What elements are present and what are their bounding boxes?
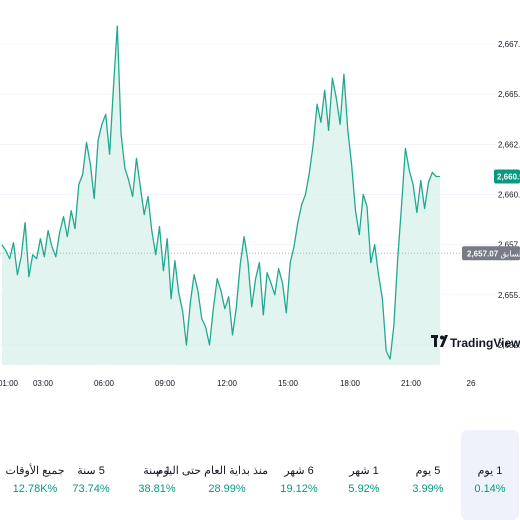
y-tick-label: 2,655.00 (498, 291, 520, 300)
price-axis: 2,667.50 2,665.00 2,662.50 2,660.00 2,657.50… (498, 40, 520, 350)
performance-period-6[interactable]: 1 سنة 38.81% (128, 430, 186, 520)
performance-period-label: 1 شهر (349, 465, 379, 477)
performance-period-4[interactable]: 6 شهر 19.12% (270, 430, 328, 520)
performance-period-value: 19.12% (280, 483, 318, 495)
time-axis: 01:00 03:00 06:00 09:00 12:00 15:00 18:00 21:00… (0, 379, 476, 388)
current-price-tag: 2,660.90 (494, 169, 520, 184)
x-tick-label: 18:00 (340, 379, 361, 388)
performance-period-label: 6 شهر (284, 465, 314, 477)
watermark-text: TradingView (450, 336, 520, 350)
x-tick-label: 26 (467, 379, 476, 388)
current-price-label: 2,660.90 (497, 172, 520, 181)
tradingview-watermark: TradingView (431, 335, 520, 350)
performance-period-label: 5 سنة (77, 465, 105, 477)
performance-period-1[interactable]: 1 يوم 0.14% (461, 430, 519, 520)
x-tick-label: 21:00 (401, 379, 422, 388)
performance-period-label: جميع الأوقات (5, 465, 65, 477)
performance-period-value: 12.78K% (12, 483, 58, 495)
y-tick-label: 2,652.50 (498, 341, 520, 350)
tradingview-logo-icon (431, 335, 448, 347)
price-line (1, 25, 440, 360)
x-tick-label: 12:00 (217, 379, 238, 388)
y-tick-label: 2,662.50 (498, 140, 520, 149)
performance-period-label: 1 سنة (143, 465, 171, 477)
price-area-fill (2, 26, 440, 365)
performance-period-label: 1 يوم (477, 465, 503, 477)
price-chart[interactable]: 2,667.50 2,665.00 2,662.50 2,660.00 2,657.50… (0, 0, 520, 400)
y-tick-label: 2,667.50 (498, 40, 520, 49)
y-tick-label: 2,665.00 (498, 90, 520, 99)
performance-period-label: منذ بداية العام حتى اليوم (156, 465, 268, 477)
previous-close-label: الإغلاق السابق 2,657.07 (467, 249, 520, 258)
performance-period-8[interactable]: جميع الأوقات 12.78K% (2, 430, 68, 520)
performance-period-value: 28.99% (208, 483, 246, 495)
performance-period-3[interactable]: 1 شهر 5.92% (335, 430, 393, 520)
performance-period-label: 5 يوم (415, 465, 441, 477)
performance-period-value: 3.99% (412, 483, 444, 495)
previous-close-tag: الإغلاق السابق 2,657.07 (462, 246, 520, 261)
performance-period-value: 0.14% (474, 483, 506, 495)
y-tick-label: 2,660.00 (498, 191, 520, 200)
performance-period-5[interactable]: منذ بداية العام حتى اليوم 28.99% (156, 430, 268, 520)
performance-period-value: 5.92% (348, 483, 380, 495)
performance-period-value: 73.74% (72, 483, 110, 495)
performance-period-value: 38.81% (138, 483, 176, 495)
performance-bar: 1 يوم 0.14% 5 يوم 3.99% 1 شهر 5.92% 6 شهر 19.12… (0, 430, 520, 520)
x-tick-label: 09:00 (155, 379, 176, 388)
performance-period-2[interactable]: 5 يوم 3.99% (399, 430, 457, 520)
x-tick-label: 03:00 (33, 379, 54, 388)
performance-period-7[interactable]: 5 سنة 73.74% (62, 430, 120, 520)
x-tick-label: 15:00 (278, 379, 299, 388)
x-tick-label: 01:00 (0, 379, 19, 388)
x-tick-label: 06:00 (94, 379, 115, 388)
y-tick-label: 2,657.50 (498, 241, 520, 250)
